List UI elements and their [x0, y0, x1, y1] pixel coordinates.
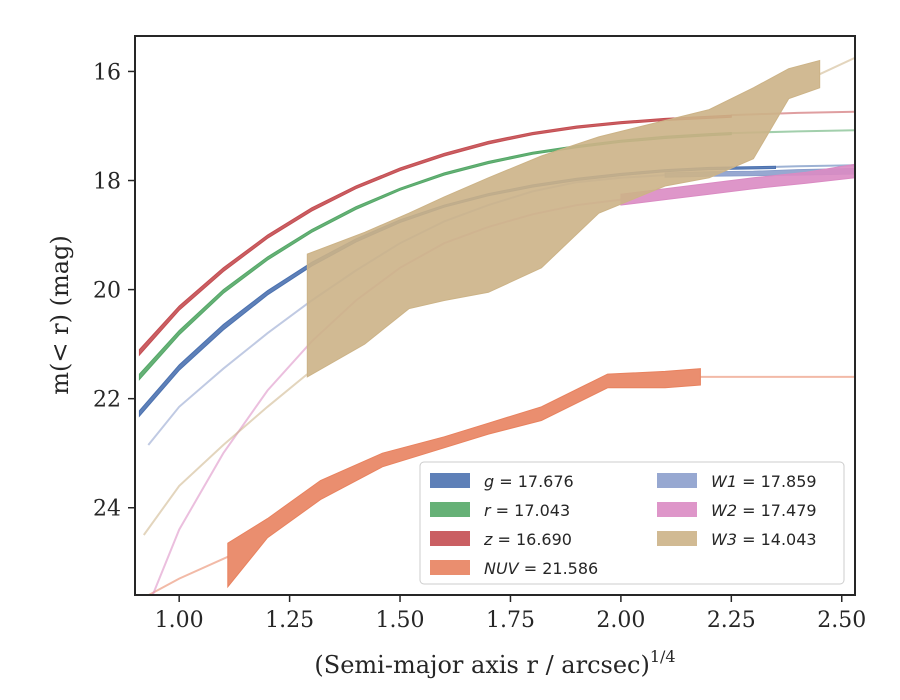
x-tick-label: 1.25 [265, 608, 314, 633]
x-tick-label: 1.00 [155, 608, 204, 633]
series-w3-tail-line [819, 56, 855, 76]
legend-swatch-w1 [657, 473, 697, 488]
x-axis-label-exponent: 1/4 [650, 647, 676, 666]
legend-label-w2: W2 = 17.479 [711, 501, 817, 520]
legend-label-w3: W3 = 14.043 [711, 530, 817, 549]
series-w3-band [306, 59, 821, 378]
ticks-layer: 1.00 1.25 1.50 1.75 2.00 2.25 2.50 16 18 20 22 24 [93, 60, 866, 633]
series-w3-extrapolation-line [142, 373, 308, 536]
legend-label-g: g = 17.676 [484, 472, 574, 491]
x-axis-label: (Semi-major axis r / arcsec)1/4 [314, 647, 675, 679]
series-w3 [142, 56, 855, 536]
x-tick-label: 2.50 [817, 608, 866, 633]
y-tick-label: 24 [93, 497, 121, 522]
legend-swatch-g [430, 473, 470, 488]
y-tick-label: 20 [93, 279, 121, 304]
x-tick-label: 2.25 [707, 608, 756, 633]
x-tick-label: 2.00 [596, 608, 645, 633]
series-g-extrapolation-line [775, 164, 855, 168]
legend-frame [419, 461, 845, 585]
y-axis-label: m(< r) (mag) [46, 235, 74, 394]
series-nuv-band [227, 368, 701, 589]
legend: g = 17.676 r = 17.043 z = 16.690 NUV = 21.5… [419, 461, 845, 585]
x-tick-label: 1.75 [486, 608, 535, 633]
y-tick-label: 18 [93, 170, 121, 195]
series-nuv-extrapolation-line [146, 555, 229, 595]
series-layer [138, 56, 855, 595]
y-tick-label: 22 [93, 388, 121, 413]
legend-label-nuv: NUV = 21.586 [484, 559, 598, 578]
legend-swatch-z [430, 531, 470, 546]
legend-swatch-r [430, 502, 470, 517]
legend-label-z: z = 16.690 [483, 530, 572, 549]
x-tick-label: 1.50 [376, 608, 425, 633]
series-nuv [146, 368, 855, 595]
plot-frame [134, 35, 856, 596]
legend-label-w1: W1 = 17.859 [711, 472, 817, 491]
legend-swatch-nuv [430, 560, 470, 575]
legend-label-r: r = 17.043 [484, 501, 570, 520]
legend-swatch-w3 [657, 531, 697, 546]
series-w2-band [620, 163, 855, 206]
y-tick-label: 16 [93, 60, 121, 85]
legend-swatch-w2 [657, 502, 697, 517]
